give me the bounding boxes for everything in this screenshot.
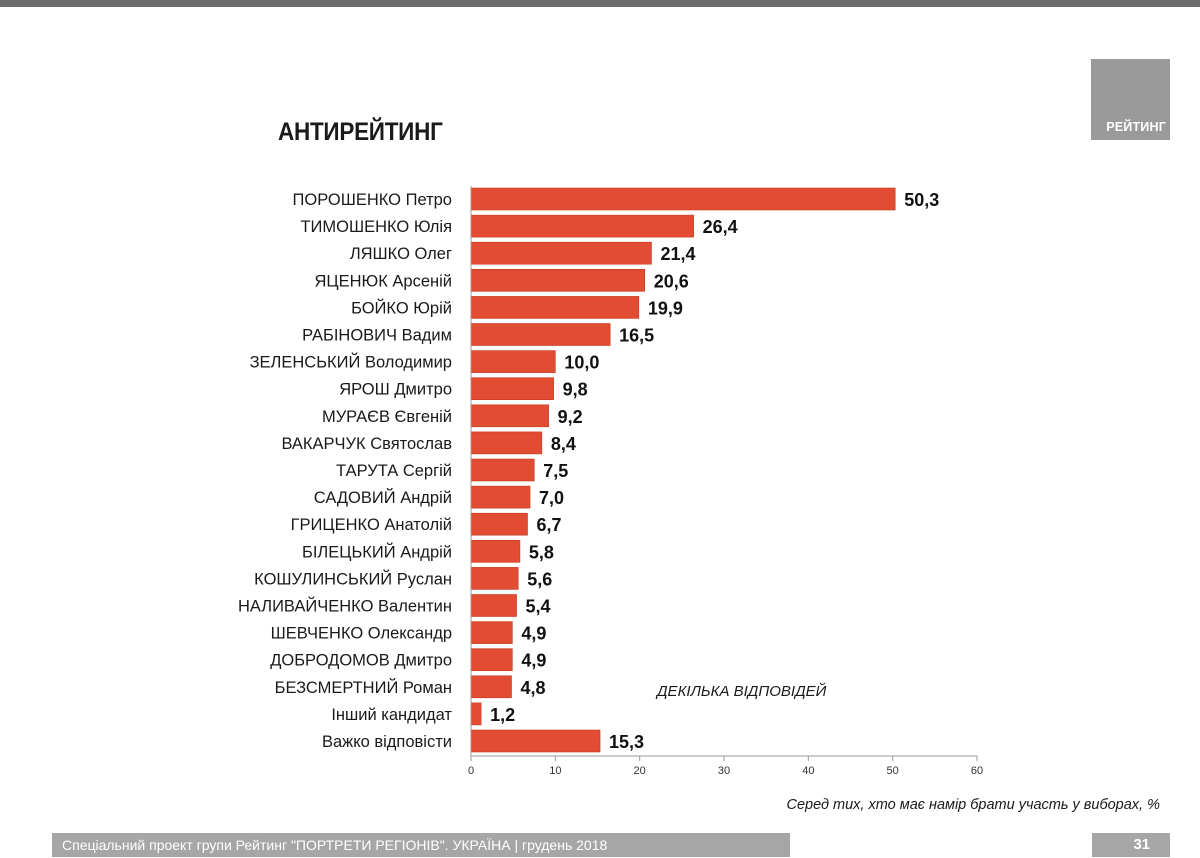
value-label: 4,8 (520, 678, 545, 698)
chart-title: АНТИРЕЙТИНГ (278, 118, 443, 146)
category-label: БЕЗСМЕРТНИЙ Роман (275, 678, 452, 697)
x-tick-label: 30 (718, 765, 730, 777)
category-label: НАЛИВАЙЧЕНКО Валентин (238, 597, 452, 616)
footer-bar: Спеціальний проект групи Рейтинг "ПОРТРЕ… (52, 833, 790, 857)
page-number-box: 31 (1092, 833, 1170, 857)
bar (470, 729, 601, 753)
x-tick-label: 20 (634, 765, 646, 777)
category-label: ВАКАРЧУК Святослав (281, 435, 452, 453)
value-label: 5,4 (526, 597, 551, 617)
category-label: ТИМОШЕНКО Юлія (300, 218, 452, 236)
value-label: 6,7 (537, 515, 562, 535)
bar (470, 241, 652, 265)
value-label: 50,3 (904, 190, 939, 210)
category-label: МУРАЄВ Євгеній (322, 408, 452, 426)
value-label: 15,3 (609, 732, 644, 752)
bar (470, 594, 517, 617)
value-label: 19,9 (648, 298, 683, 318)
x-tick-label: 40 (802, 765, 814, 777)
bar (470, 268, 646, 292)
x-tick-label: 10 (549, 765, 561, 777)
category-label: ПОРОШЕНКО Петро (293, 191, 452, 209)
category-label: Важко відповісти (322, 733, 452, 751)
value-label: 16,5 (619, 326, 654, 346)
bar (470, 539, 521, 563)
category-label: БІЛЕЦЬКИЙ Андрій (302, 542, 452, 561)
x-tick-label: 60 (971, 765, 983, 777)
value-label: 7,5 (543, 461, 568, 481)
value-label: 5,6 (527, 569, 552, 589)
value-label: 9,8 (563, 380, 588, 400)
bar (470, 431, 543, 455)
category-label: ЛЯШКО Олег (350, 245, 452, 263)
page-number: 31 (1133, 836, 1150, 853)
footer-text: Спеціальний проект групи Рейтинг "ПОРТРЕ… (62, 837, 608, 853)
category-label: ДОБРОДОМОВ Дмитро (270, 652, 452, 670)
bar (470, 702, 482, 726)
x-tick-label: 50 (887, 765, 899, 777)
value-label: 20,6 (654, 271, 689, 291)
brand-label: РЕЙТИНГ (1106, 120, 1166, 134)
bar (470, 648, 513, 672)
value-label: 26,4 (703, 217, 738, 237)
category-label: САДОВИЙ Андрій (314, 488, 452, 507)
value-label: 4,9 (521, 624, 546, 644)
bar (470, 350, 556, 373)
bar (470, 187, 896, 211)
value-label: 1,2 (490, 705, 515, 725)
brand-logo: РЕЙТИНГ (1091, 59, 1170, 140)
bar (470, 512, 528, 536)
top-band (0, 0, 1200, 7)
category-label: ГРИЦЕНКО Анатолій (291, 516, 452, 534)
category-label: РАБІНОВИЧ Вадим (302, 327, 452, 345)
value-label: 10,0 (564, 353, 599, 373)
bar (470, 377, 554, 401)
multiple-answers-note: ДЕКІЛЬКА ВІДПОВІДЕЙ (657, 683, 827, 700)
bar (470, 458, 535, 482)
category-label: ТАРУТА Сергій (336, 462, 452, 480)
category-label: ЯРОШ Дмитро (339, 381, 452, 399)
x-tick-label: 0 (468, 765, 474, 777)
category-label: ЯЦЕНЮК Арсеній (314, 272, 452, 290)
value-label: 8,4 (551, 434, 576, 454)
value-label: 7,0 (539, 488, 564, 508)
bar (470, 323, 611, 346)
antirating-bar-chart: ПОРОШЕНКО Петро 50,3 ТИМОШЕНКО Юлія 26,4 ЛЯШ… (238, 186, 983, 777)
bar (470, 214, 694, 238)
bar (470, 404, 549, 428)
value-label: 4,9 (521, 651, 546, 671)
category-label: Інший кандидат (331, 706, 452, 724)
bar (470, 485, 531, 509)
category-label: ЗЕЛЕНСЬКИЙ Володимир (250, 353, 452, 372)
category-label: ШЕВЧЕНКО Олександр (271, 625, 452, 643)
bar (470, 296, 640, 319)
category-label: БОЙКО Юрій (351, 298, 452, 317)
value-label: 5,8 (529, 542, 554, 562)
bar (470, 621, 513, 644)
value-label: 9,2 (558, 407, 583, 427)
sample-basis-note: Серед тих, хто має намір брати участь у … (786, 797, 1161, 813)
bar (470, 675, 512, 699)
bar (470, 567, 519, 590)
category-label: КОШУЛИНСЬКИЙ Руслан (254, 569, 452, 588)
value-label: 21,4 (660, 244, 695, 264)
